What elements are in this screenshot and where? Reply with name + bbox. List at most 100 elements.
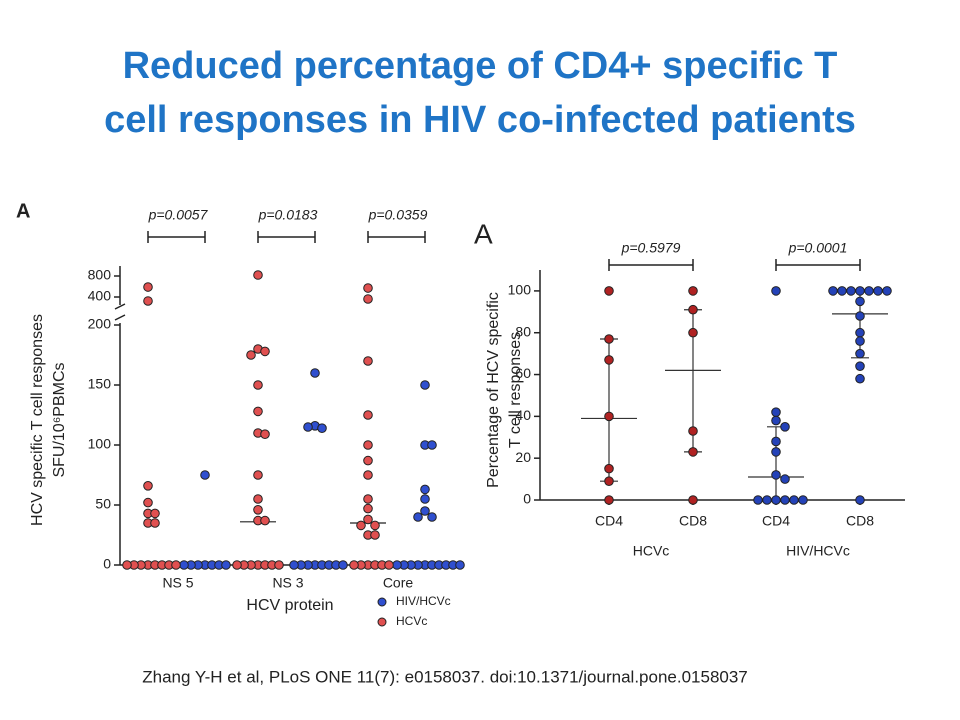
data-point	[771, 447, 781, 457]
y-tick-label: 60	[515, 365, 531, 381]
y-tick-label: 100	[508, 282, 532, 298]
data-point	[855, 361, 865, 371]
legend-marker	[377, 597, 387, 607]
x-tick-label: CD4	[762, 513, 790, 529]
data-point	[143, 296, 153, 306]
legend-marker	[377, 617, 387, 627]
data-point	[253, 380, 263, 390]
data-point	[604, 411, 614, 422]
data-point	[846, 286, 856, 296]
citation: Zhang Y-H et al, PLoS ONE 11(7): e015803…	[142, 667, 748, 686]
data-point	[604, 495, 614, 505]
y-tick-label: 80	[515, 323, 531, 339]
data-point	[221, 560, 231, 570]
p-value: p=0.0057	[148, 207, 209, 223]
slide-title: Reduced percentage of CD4+ specific T	[123, 45, 838, 87]
data-point	[384, 560, 394, 570]
axis-break	[114, 303, 126, 321]
data-point	[420, 484, 430, 495]
data-point	[370, 520, 380, 531]
p-value: p=0.5979	[621, 240, 681, 256]
data-point	[392, 560, 402, 570]
data-point	[143, 282, 153, 292]
data-point	[260, 515, 270, 526]
data-point	[349, 560, 359, 570]
data-point	[338, 560, 348, 570]
data-point	[143, 497, 153, 508]
data-point	[363, 455, 373, 466]
data-point	[356, 520, 366, 531]
data-point	[260, 429, 270, 440]
data-point	[855, 311, 865, 321]
data-point	[455, 560, 465, 570]
data-point	[363, 356, 373, 366]
data-point	[143, 481, 153, 491]
data-point	[289, 560, 299, 570]
data-point	[837, 286, 847, 296]
data-point	[246, 350, 256, 360]
data-point	[317, 423, 327, 434]
data-point	[171, 560, 181, 570]
y-tick-label: 20	[515, 449, 531, 465]
data-point	[260, 346, 270, 357]
data-point	[427, 512, 437, 522]
data-point	[855, 495, 865, 505]
data-point	[232, 560, 242, 570]
data-point	[420, 506, 430, 516]
data-point	[780, 474, 790, 484]
p-value: p=0.0359	[368, 207, 428, 223]
data-point	[122, 560, 132, 570]
data-point	[303, 422, 313, 432]
data-point	[798, 495, 808, 505]
data-point	[688, 426, 698, 436]
y-axis-label: HCV specific T cell responses	[29, 314, 46, 526]
y-tick-label: 50	[95, 496, 111, 512]
data-point	[604, 334, 614, 344]
slide-title: cell responses in HIV co-infected patien…	[104, 99, 856, 141]
data-point	[855, 373, 865, 384]
y-axis-label: SFU/10⁶PBMCs	[51, 362, 68, 477]
x-tick-label: CD4	[595, 513, 623, 529]
panel-label: A	[474, 218, 493, 249]
data-point	[882, 286, 892, 296]
significance-bracket	[775, 259, 861, 271]
data-point	[413, 512, 423, 522]
data-point	[688, 447, 698, 457]
data-point	[688, 304, 698, 315]
data-point	[855, 336, 865, 346]
y-tick-label: 100	[88, 436, 112, 452]
data-point	[420, 380, 430, 390]
x-tick-label: CD8	[846, 513, 874, 529]
data-point	[363, 410, 373, 420]
significance-bracket	[367, 231, 426, 243]
data-point	[771, 286, 781, 296]
data-point	[873, 286, 883, 296]
y-axis-label: Percentage of HCV specific	[485, 292, 502, 488]
data-point	[150, 518, 160, 528]
data-point	[420, 494, 430, 504]
data-point	[253, 270, 263, 280]
panel-label: A	[16, 200, 30, 222]
data-point	[253, 494, 263, 504]
data-point	[780, 422, 790, 432]
data-point	[253, 470, 263, 480]
y-tick-label: 800	[88, 267, 112, 283]
data-point	[604, 463, 614, 474]
data-point	[688, 327, 698, 338]
data-point	[363, 514, 373, 525]
data-point	[310, 368, 320, 378]
y-axis-label: T cell responses	[507, 332, 524, 448]
data-point	[253, 406, 263, 417]
y-tick-label: 0	[103, 556, 111, 572]
data-point	[864, 286, 874, 296]
data-point	[855, 348, 865, 359]
data-point	[427, 440, 437, 450]
data-point	[688, 286, 698, 296]
data-point	[753, 495, 763, 505]
significance-bracket	[147, 231, 206, 243]
data-point	[274, 560, 284, 570]
data-point	[828, 286, 838, 296]
data-point	[363, 494, 373, 504]
data-point	[855, 296, 865, 307]
